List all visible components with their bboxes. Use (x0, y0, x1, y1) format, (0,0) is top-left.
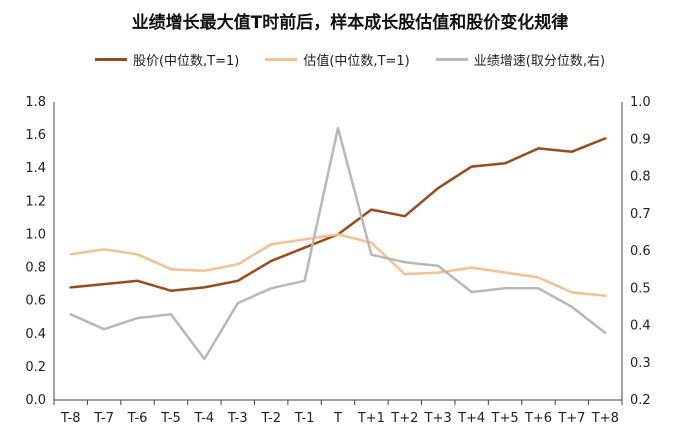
x-tick-label: T-3 (227, 411, 248, 426)
right-tick-label: 0.9 (630, 132, 651, 147)
left-tick-label: 0.8 (25, 261, 46, 276)
x-tick-label: T+5 (491, 411, 519, 426)
legend-label-growth: 业绩增速(取分位数,右) (473, 54, 606, 69)
x-tick-label: T+1 (357, 411, 385, 426)
x-tick-label: T-2 (260, 411, 281, 426)
x-tick-label: T+2 (390, 411, 418, 426)
growth-line (69, 126, 607, 361)
x-tick-label: T+4 (457, 411, 485, 426)
valuation-line (69, 233, 607, 297)
right-tick-label: 1.0 (630, 95, 651, 110)
legend-item-growth: 业绩增速(取分位数,右) (435, 50, 606, 69)
left-tick-label: 0.2 (25, 360, 46, 375)
right-tick-label: 0.3 (630, 356, 651, 371)
x-tick-label: T+3 (424, 411, 452, 426)
right-tick-label: 0.5 (630, 281, 651, 296)
legend-swatch-growth (435, 58, 468, 61)
x-tick-label: T-4 (193, 411, 214, 426)
left-tick-label: 0.4 (25, 327, 46, 342)
price-line (69, 137, 607, 292)
x-tick-label: T (333, 411, 342, 426)
legend-label-valuation: 估值(中位数,T=1) (303, 54, 410, 69)
x-tick-label: T-8 (60, 411, 81, 426)
legend-swatch-valuation (265, 58, 298, 61)
right-tick-label: 0.2 (630, 393, 651, 408)
left-tick-label: 1.6 (25, 128, 46, 143)
right-tick-label: 0.8 (630, 170, 651, 185)
x-tick-label: T+6 (524, 411, 552, 426)
x-tick-label: T-5 (160, 411, 181, 426)
left-tick-label: 1.0 (25, 227, 46, 242)
left-tick-label: 1.4 (25, 161, 46, 176)
left-tick-label: 1.2 (25, 194, 46, 209)
x-tick-label: T-6 (127, 411, 148, 426)
chart-title: 业绩增长最大值T时前后，样本成长股估值和股价变化规律 (131, 13, 569, 33)
left-tick-label: 0.6 (25, 294, 46, 309)
legend-item-price: 股价(中位数,T=1) (94, 50, 240, 69)
legend-item-valuation: 估值(中位数,T=1) (265, 50, 410, 69)
x-tick-label: T-1 (294, 411, 315, 426)
legend: 股价(中位数,T=1) 估值(中位数,T=1) 业绩增速(取分位数,右) (0, 50, 700, 69)
left-tick-label: 0.0 (25, 393, 46, 408)
x-tick-label: T+7 (557, 411, 585, 426)
left-tick-label: 1.8 (25, 95, 46, 110)
legend-swatch-price (94, 58, 127, 61)
legend-label-price: 股价(中位数,T=1) (132, 54, 240, 69)
right-tick-label: 0.7 (630, 207, 651, 222)
right-tick-label: 0.4 (630, 319, 651, 334)
right-tick-label: 0.6 (630, 244, 651, 259)
x-tick-label: T-7 (93, 411, 114, 426)
x-tick-label: T+8 (591, 411, 619, 426)
